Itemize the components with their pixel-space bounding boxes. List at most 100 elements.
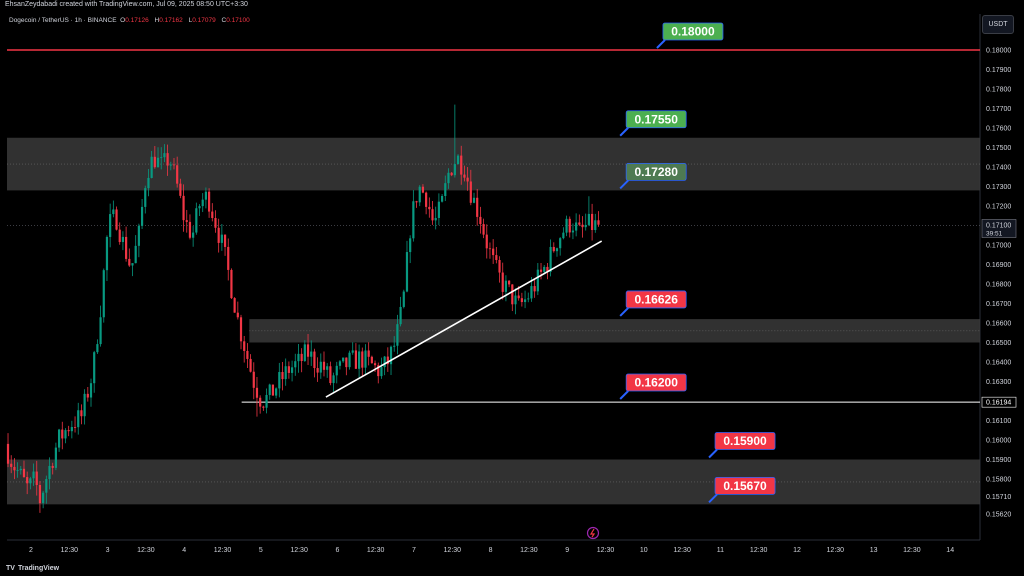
candle-body: [450, 172, 453, 176]
candle-countdown: 39:51: [986, 231, 1003, 238]
candle-body: [597, 220, 600, 225]
candle-body: [275, 388, 278, 396]
candle-body: [393, 345, 396, 347]
price-tick-label: 0.17200: [986, 204, 1011, 211]
candle-body: [290, 367, 294, 373]
candle-body: [380, 367, 383, 377]
price-tick-label: 0.15620: [986, 512, 1011, 519]
candle-body: [128, 258, 131, 266]
price-tick-label: 0.15710: [986, 494, 1011, 501]
candle-body: [485, 234, 488, 249]
price-tick-label: 0.18000: [986, 48, 1011, 55]
candle-body: [488, 248, 492, 250]
candle-body: [182, 195, 185, 221]
label-pointer: [708, 493, 718, 504]
candle-body: [70, 427, 73, 432]
candle-body: [29, 478, 32, 484]
candle-body: [460, 155, 463, 175]
candle-body: [99, 317, 102, 345]
time-tick-label: 11: [717, 547, 724, 554]
candle-body: [278, 372, 281, 389]
price-label-box: [625, 162, 687, 181]
support-level-value: 0.16194: [986, 400, 1011, 407]
price-tick-label: 0.16500: [986, 340, 1011, 347]
candle-body: [163, 153, 166, 158]
candle-body: [303, 344, 306, 362]
candle-body: [144, 188, 147, 207]
candle-body: [115, 209, 118, 230]
support-level-tag: [981, 396, 1017, 408]
ohlc-open-key: O: [120, 17, 126, 24]
candle-body: [437, 201, 440, 218]
candle-body: [121, 236, 125, 243]
candle-body: [192, 232, 195, 238]
candle-body: [326, 366, 329, 370]
price-label-text: 0.16200: [634, 376, 678, 390]
candle-body: [10, 463, 13, 467]
candle-body: [329, 366, 332, 384]
candle-body: [105, 236, 109, 271]
candle-body: [335, 365, 338, 376]
time-tick-label: 12:30: [597, 547, 615, 554]
candle-body: [543, 266, 546, 272]
candle-body: [185, 220, 188, 222]
time-tick-label: 10: [640, 547, 648, 554]
candle-body: [581, 224, 584, 228]
candle-body: [57, 429, 61, 448]
candle-body: [220, 234, 223, 243]
candle-body: [32, 471, 35, 479]
candle-body: [402, 291, 405, 307]
candle-body: [386, 356, 389, 365]
candle-body: [539, 269, 543, 272]
candle-body: [498, 259, 501, 273]
label-pointer: [619, 127, 629, 137]
candle-body: [492, 248, 495, 256]
candle-body: [517, 295, 520, 299]
candle-body: [236, 312, 239, 318]
price-label-box: [714, 476, 776, 495]
last-price-tag: [981, 219, 1017, 238]
candle-body: [211, 211, 214, 218]
tradingview-logo-icon: TV: [6, 565, 15, 572]
candle-body: [204, 191, 208, 200]
candle-body: [559, 238, 562, 249]
candle-body: [214, 217, 217, 228]
time-tick-label: 12:30: [750, 547, 768, 554]
candle-body: [45, 479, 48, 493]
candle-body: [118, 229, 121, 243]
candle-body: [313, 351, 316, 369]
time-tick-label: 3: [106, 547, 110, 554]
time-tick-label: 12:30: [827, 547, 845, 554]
candle-body: [354, 350, 358, 369]
price-tick-label: 0.16100: [986, 418, 1011, 425]
candle-body: [112, 209, 115, 215]
candle-body: [284, 366, 287, 380]
candle-body: [338, 361, 342, 366]
candle-body: [201, 199, 204, 207]
label-pointer: [619, 390, 629, 400]
candle-body: [418, 186, 421, 203]
candle-body: [364, 350, 367, 368]
candle-body: [466, 177, 469, 182]
candle-body: [546, 266, 549, 272]
candle-body: [252, 371, 255, 388]
candle-body: [472, 197, 476, 203]
candle-body: [527, 298, 530, 300]
candle-body: [176, 165, 179, 184]
candle-body: [230, 269, 233, 299]
candle-body: [322, 361, 326, 370]
candle-body: [575, 222, 578, 231]
candle-body: [42, 492, 45, 504]
candle-body: [198, 206, 201, 209]
time-tick-label: 8: [489, 547, 493, 554]
candle-body: [533, 286, 536, 292]
candle-body: [511, 284, 514, 305]
currency-button[interactable]: USDT: [982, 15, 1014, 34]
candle-body: [482, 224, 485, 235]
candle-body: [259, 397, 262, 407]
author-credit: EhsanZeydabadi created with TradingView.…: [5, 1, 248, 8]
time-tick-label: 12:30: [367, 547, 385, 554]
candle-body: [109, 214, 112, 237]
candle-body: [389, 346, 393, 365]
